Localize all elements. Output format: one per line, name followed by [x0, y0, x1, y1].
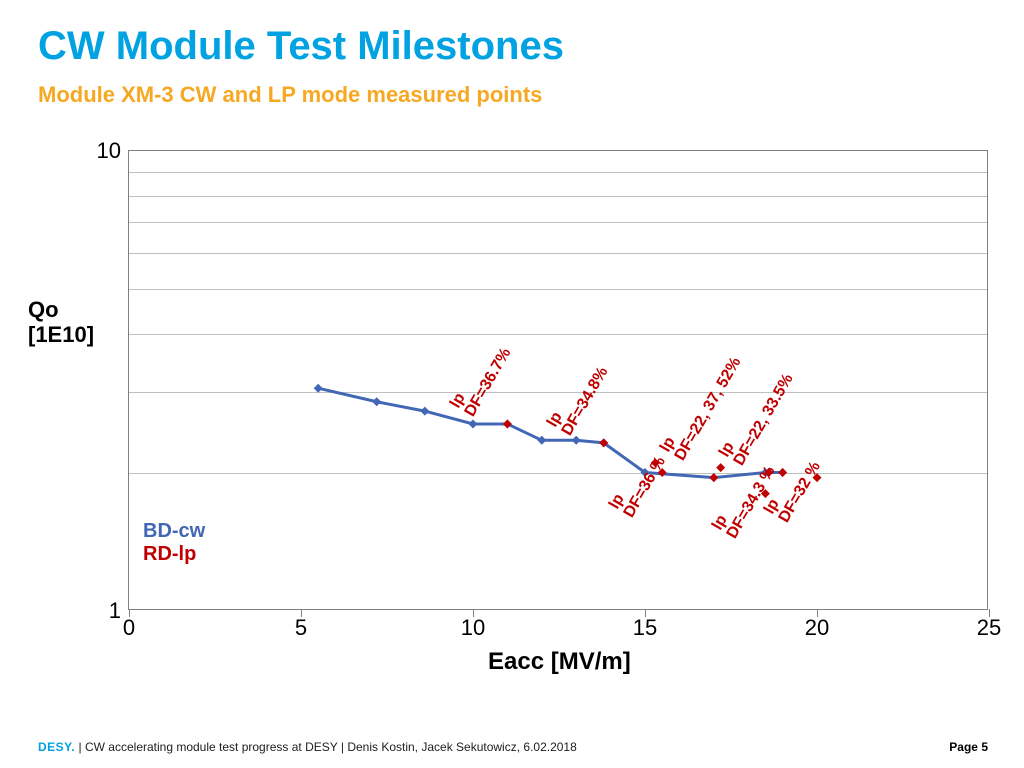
footer-text: | CW accelerating module test progress a… — [75, 740, 577, 754]
legend-item: RD-lp — [143, 543, 205, 566]
x-tick: 10 — [461, 615, 485, 641]
desy-logo: DESY. — [38, 740, 75, 754]
page-number: Page 5 — [949, 740, 988, 754]
x-tick: 5 — [295, 615, 307, 641]
marker-BD-cw — [372, 397, 381, 406]
marker-BD-cw — [420, 407, 429, 416]
marker-BD-cw — [314, 384, 323, 393]
page-subtitle: Module XM-3 CW and LP mode measured poin… — [38, 82, 542, 108]
plot-area: 1100510152025 — [128, 150, 988, 610]
qo-vs-eacc-chart: 1100510152025 Qo[1E10] Eacc [MV/m] BD-cw… — [28, 130, 998, 710]
x-tick: 0 — [123, 615, 135, 641]
x-tick: 15 — [633, 615, 657, 641]
marker-BD-cw — [469, 419, 478, 428]
y-axis-label: Qo[1E10] — [28, 297, 94, 348]
x-tick: 25 — [977, 615, 1001, 641]
footer: DESY. | CW accelerating module test prog… — [38, 740, 577, 754]
page-title: CW Module Test Milestones — [38, 24, 564, 69]
x-tick: 20 — [805, 615, 829, 641]
y-tick: 10 — [97, 138, 121, 164]
legend: BD-cwRD-lp — [143, 520, 205, 566]
marker-RD-lp — [709, 473, 718, 482]
marker-RD-lp — [716, 463, 725, 472]
legend-item: BD-cw — [143, 520, 205, 543]
series-layer — [129, 151, 989, 611]
y-tick: 1 — [109, 598, 121, 624]
x-axis-label: Eacc [MV/m] — [488, 648, 631, 676]
